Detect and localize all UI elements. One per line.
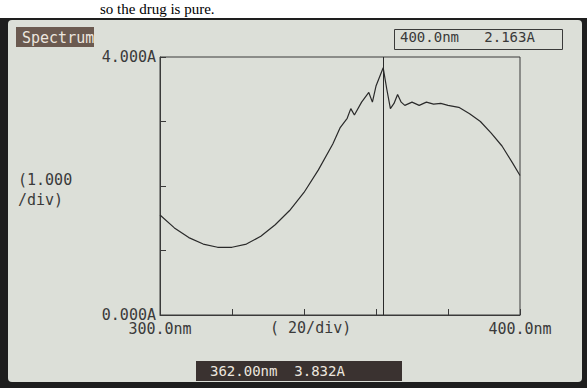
svg-text:0.000A: 0.000A — [101, 306, 156, 324]
svg-text:400.0nm 2.163A: 400.0nm 2.163A — [400, 29, 535, 45]
svg-text:/div): /div) — [18, 191, 63, 209]
svg-text:4.000A: 4.000A — [102, 48, 156, 66]
svg-text:( 20/div): ( 20/div) — [270, 319, 351, 337]
svg-text:400.0nm: 400.0nm — [488, 320, 551, 338]
svg-text:300.0nm: 300.0nm — [128, 320, 191, 338]
svg-text:so the drug is pure.: so the drug is pure. — [100, 1, 215, 17]
svg-text:(1.000: (1.000 — [18, 171, 72, 189]
svg-text:Spectrum: Spectrum — [22, 29, 94, 47]
svg-text:362.00nm 3.832A: 362.00nm 3.832A — [210, 363, 345, 379]
